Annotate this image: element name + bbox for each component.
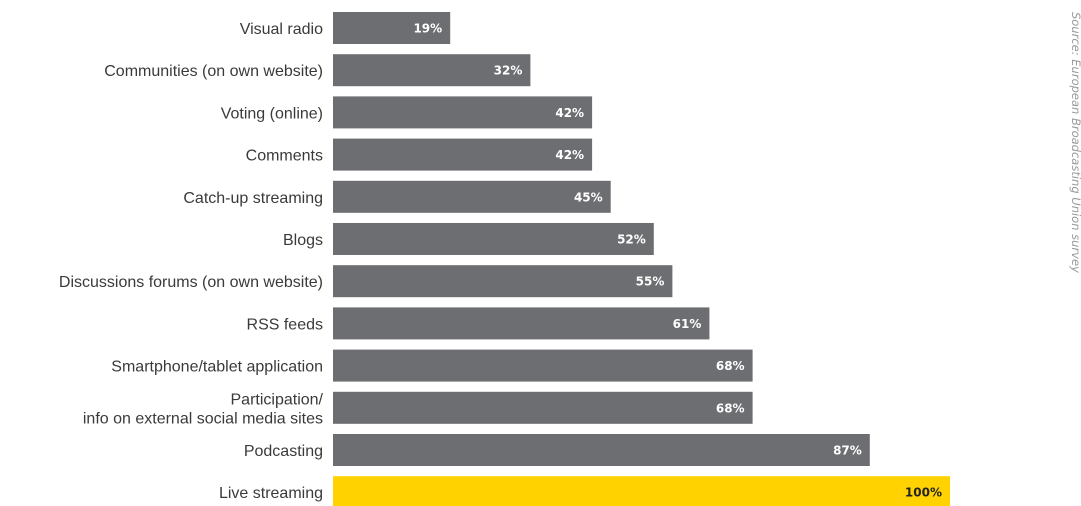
bar-2	[333, 96, 593, 129]
category-label-2: Voting (online)	[221, 105, 323, 122]
value-labels-group: 19% 32% 42% 42% 45% 52% 55% 61% 68% 68% 87% 100%	[413, 22, 942, 500]
category-label-10: Podcasting	[244, 443, 323, 460]
value-label-0: 19%	[413, 22, 442, 36]
category-label-1: Communities (on own website)	[104, 63, 323, 80]
category-label-5: Blogs	[283, 232, 323, 249]
value-label-4: 45%	[574, 190, 603, 204]
value-label-8: 68%	[716, 359, 745, 373]
category-label-0: Visual radio	[240, 21, 323, 38]
value-label-7: 61%	[673, 317, 702, 331]
bar-4	[333, 180, 611, 213]
value-label-3: 42%	[555, 148, 584, 162]
bar-3	[333, 138, 593, 171]
value-label-10: 87%	[833, 444, 862, 458]
bar-7	[333, 307, 710, 340]
value-label-1: 32%	[494, 64, 523, 78]
bar-5	[333, 223, 654, 255]
category-label-7: RSS feeds	[247, 316, 323, 333]
bar-0	[333, 12, 451, 44]
bar-8	[333, 349, 753, 382]
category-label-8: Smartphone/tablet application	[111, 359, 323, 376]
value-label-6: 55%	[636, 275, 665, 289]
value-label-2: 42%	[555, 106, 584, 120]
value-label-11: 100%	[905, 486, 942, 500]
category-label-3: Comments	[246, 148, 323, 165]
bars-group	[333, 12, 950, 506]
category-label-11: Live streaming	[219, 485, 323, 502]
bar-10	[333, 434, 870, 466]
value-label-5: 52%	[617, 233, 646, 247]
bar-11	[333, 476, 950, 506]
category-label-6: Discussions forums (on own website)	[59, 274, 323, 291]
value-label-9: 68%	[716, 401, 745, 415]
bar-1	[333, 54, 531, 87]
category-labels-group: Visual radio Communities (on own website)…	[59, 21, 324, 502]
category-label-4: Catch-up streaming	[183, 190, 323, 207]
category-label-9: Participation/info on external social me…	[83, 391, 324, 427]
source-note: Source: European Broadcasting Union surv…	[1069, 12, 1081, 273]
bar-6	[333, 265, 673, 298]
bar-9	[333, 391, 753, 424]
